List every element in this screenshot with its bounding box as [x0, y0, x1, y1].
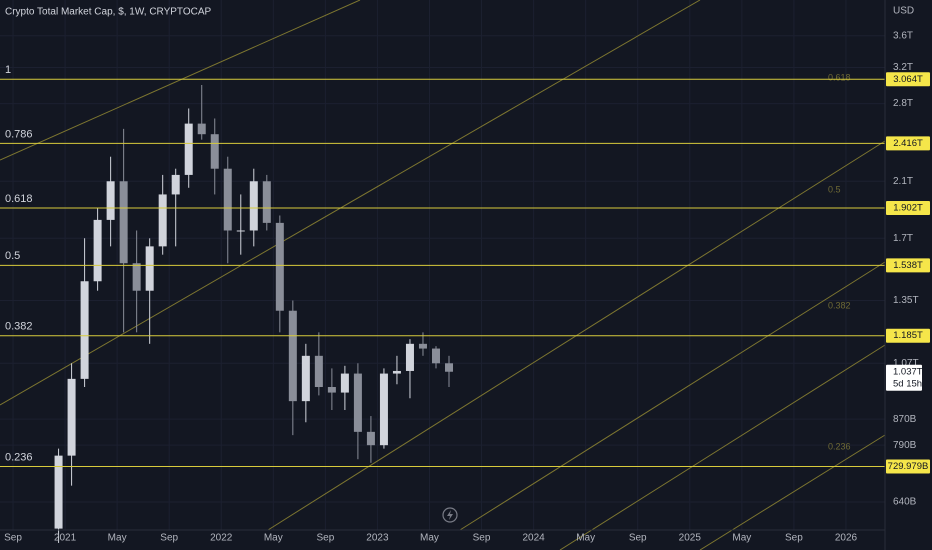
x-tick-label: 2026 — [835, 533, 858, 544]
x-tick-label: 2022 — [210, 533, 233, 544]
candle-body — [197, 123, 206, 135]
x-tick-label: Sep — [4, 533, 22, 544]
channel-label: 0.236 — [828, 441, 851, 451]
icon-circle[interactable] — [442, 507, 458, 523]
fib-ratio-label: 0.786 — [5, 128, 33, 140]
fib-price-box — [886, 136, 930, 151]
channel-line — [559, 344, 886, 550]
fib-price-box — [886, 201, 930, 216]
x-tick-label: May — [108, 533, 127, 544]
candle-body — [236, 230, 245, 232]
chart-title: Crypto Total Market Cap, $, 1W, CRYPTOCA… — [5, 7, 212, 18]
x-tick-label: 2021 — [54, 533, 77, 544]
candle-body — [405, 343, 414, 371]
channel-label: 0.382 — [828, 300, 851, 310]
fib-price-box — [886, 328, 930, 343]
candle-body — [223, 168, 232, 231]
candle-body — [445, 363, 454, 372]
channel-line — [0, 0, 701, 406]
y-tick-label: 790B — [893, 440, 917, 451]
y-tick-label: 3.2T — [893, 62, 913, 73]
fib-price-label: 1.902T — [893, 203, 923, 214]
candle-body — [145, 246, 154, 291]
y-tick-label: 1.7T — [893, 233, 913, 244]
candle-body — [353, 373, 362, 432]
candle-body — [431, 348, 440, 364]
last-price-box — [886, 364, 922, 391]
candle-body — [132, 263, 141, 291]
replay-icon[interactable] — [442, 507, 458, 523]
y-tick-label: 2.8T — [893, 98, 913, 109]
y-tick-label: 3.6T — [893, 30, 913, 41]
last-price-label: 1.037T — [893, 366, 923, 377]
candle-body — [301, 355, 310, 402]
channel-line — [0, 0, 361, 161]
channel-label: 0.618 — [828, 72, 851, 82]
candle-body — [119, 181, 128, 264]
y-tick-label: 1.07T — [893, 358, 919, 369]
candle-body — [158, 194, 167, 247]
candle-body — [171, 174, 180, 195]
fib-ratio-label: 0.382 — [5, 321, 33, 333]
y-tick-label: 870B — [893, 414, 917, 425]
x-tick-label: May — [420, 533, 439, 544]
x-tick-label: 2025 — [679, 533, 702, 544]
fib-price-label: 3.064T — [893, 74, 923, 85]
y-tick-label: 640B — [893, 497, 917, 508]
x-tick-label: 2024 — [522, 533, 545, 544]
fib-price-label: 2.416T — [893, 138, 923, 149]
candle-body — [314, 355, 323, 388]
x-tick-label: Sep — [629, 533, 647, 544]
y-tick-label: 1.35T — [893, 295, 919, 306]
candle-body — [80, 281, 89, 379]
candle-body — [392, 370, 401, 374]
x-tick-label: Sep — [473, 533, 491, 544]
icon-bolt[interactable] — [447, 510, 453, 520]
currency: USD — [893, 6, 914, 17]
fib-price-label: 729.979B — [888, 461, 929, 472]
candle-body — [262, 181, 271, 223]
fib-price-box — [886, 258, 930, 273]
fib-price-label: 1.185T — [893, 330, 923, 341]
fib-price-box — [886, 72, 930, 87]
x-tick-label: May — [264, 533, 283, 544]
candle-body — [210, 134, 219, 169]
x-tick-label: 2023 — [366, 533, 389, 544]
x-tick-label: May — [732, 533, 751, 544]
x-tick-label: Sep — [160, 533, 178, 544]
candle-body — [288, 310, 297, 402]
channel-line — [459, 261, 886, 531]
x-tick-label: Sep — [785, 533, 803, 544]
candle-body — [184, 123, 193, 175]
candle-body — [249, 181, 258, 231]
candle-body — [379, 373, 388, 446]
x-tick-label: Sep — [316, 533, 334, 544]
candle-body — [366, 431, 375, 446]
fib-ratio-label: 0.618 — [5, 193, 33, 205]
candle-body — [340, 373, 349, 393]
fib-price-box — [886, 459, 930, 474]
countdown-label: 5d 15h — [893, 378, 922, 389]
axis: 3.6T 3.2T 2.8T 2.1T 1.7T 1.35T 1.07T 870B 790B 64… — [4, 30, 930, 544]
candle-body — [67, 378, 76, 456]
candle-body — [327, 387, 336, 393]
fib-ratio-label: 0.236 — [5, 451, 33, 463]
candle-body — [93, 219, 102, 282]
candle-body — [418, 343, 427, 349]
fib-price-label: 1.538T — [893, 260, 923, 271]
plot: 1 0.786 0.618 0.5 0.382 0.236 — [0, 64, 885, 543]
y-tick-label: 2.1T — [893, 176, 913, 187]
x-tick-label: May — [576, 533, 595, 544]
channel-line — [699, 434, 886, 550]
candle-body — [275, 222, 284, 311]
fib-ratio-label: 1 — [5, 64, 11, 76]
channel-label: 0.5 — [828, 184, 841, 194]
candle-body — [54, 455, 63, 529]
fib-ratio-label: 0.5 — [5, 250, 20, 262]
candle-body — [106, 181, 115, 220]
